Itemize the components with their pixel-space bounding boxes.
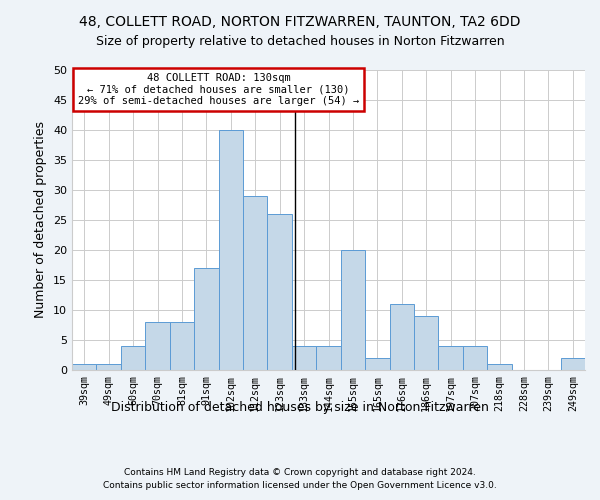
Bar	[463, 346, 487, 370]
Text: 48 COLLETT ROAD: 130sqm
← 71% of detached houses are smaller (130)
29% of semi-d: 48 COLLETT ROAD: 130sqm ← 71% of detache…	[78, 73, 359, 106]
Bar	[365, 358, 389, 370]
Text: Contains HM Land Registry data © Crown copyright and database right 2024.: Contains HM Land Registry data © Crown c…	[124, 468, 476, 477]
Bar	[121, 346, 145, 370]
Bar	[170, 322, 194, 370]
Bar	[560, 358, 585, 370]
Bar	[439, 346, 463, 370]
Bar	[292, 346, 316, 370]
Bar	[243, 196, 268, 370]
Text: Contains public sector information licensed under the Open Government Licence v3: Contains public sector information licen…	[103, 482, 497, 490]
Bar	[414, 316, 439, 370]
Bar	[145, 322, 170, 370]
Bar	[97, 364, 121, 370]
Text: Distribution of detached houses by size in Norton Fitzwarren: Distribution of detached houses by size …	[111, 401, 489, 414]
Bar	[487, 364, 512, 370]
Bar	[316, 346, 341, 370]
Bar	[268, 214, 292, 370]
Text: Size of property relative to detached houses in Norton Fitzwarren: Size of property relative to detached ho…	[95, 34, 505, 48]
Bar	[72, 364, 97, 370]
Bar	[341, 250, 365, 370]
Text: 48, COLLETT ROAD, NORTON FITZWARREN, TAUNTON, TA2 6DD: 48, COLLETT ROAD, NORTON FITZWARREN, TAU…	[79, 16, 521, 30]
Y-axis label: Number of detached properties: Number of detached properties	[34, 122, 47, 318]
Bar	[389, 304, 414, 370]
Bar	[194, 268, 218, 370]
Bar	[218, 130, 243, 370]
